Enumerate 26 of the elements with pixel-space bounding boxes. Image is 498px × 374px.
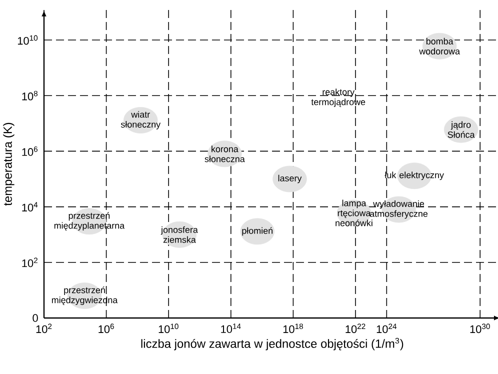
data-label: lasery bbox=[278, 174, 302, 184]
data-label: wiatr słoneczny bbox=[120, 111, 161, 130]
x-tick-label: 10$^{24}$ bbox=[376, 324, 397, 334]
data-label: wyładowanie atmosferyczne bbox=[370, 200, 428, 219]
y-tick-label: 10$^{6}$ bbox=[22, 146, 38, 156]
x-tick-label: 10$^{18}$ bbox=[283, 324, 303, 334]
x-tick-label: 10$^{14}$ bbox=[221, 324, 241, 333]
y-axis-title: temperatura (K) bbox=[3, 122, 14, 206]
data-label: płomień bbox=[242, 227, 272, 236]
y-tick-label: 10$^{10}$ bbox=[18, 35, 38, 45]
y-tick-label: 10$^{2}$ bbox=[22, 258, 38, 268]
x-tick-label: 10$^{6}$ bbox=[98, 324, 114, 334]
data-label: łuk elektryczny bbox=[384, 172, 444, 180]
y-tick-label: 10$^{4}$ bbox=[22, 202, 38, 212]
data-label: bomba wodorowa bbox=[419, 38, 460, 54]
x-tick-label: 10$^{30}$ bbox=[470, 324, 490, 334]
x-tick-label: 10$^{2}$ bbox=[36, 324, 52, 334]
x-axis-title: liczba jonów zawarta w jednostce objętości (1/m$^{3}$) bbox=[141, 338, 404, 350]
data-label: jądro Słońca bbox=[448, 121, 475, 138]
x-tick-label: 10$^{22}$ bbox=[346, 324, 366, 334]
y-tick-label: 0 bbox=[32, 314, 38, 322]
x-tick-label: 10$^{10}$ bbox=[158, 324, 178, 334]
annotation: reaktory termojądrowe bbox=[311, 88, 366, 107]
data-label: korona słoneczna bbox=[204, 146, 245, 162]
data-label: jonosfera ziemska bbox=[160, 226, 198, 243]
y-tick-label: 10$^{8}$ bbox=[22, 90, 38, 100]
